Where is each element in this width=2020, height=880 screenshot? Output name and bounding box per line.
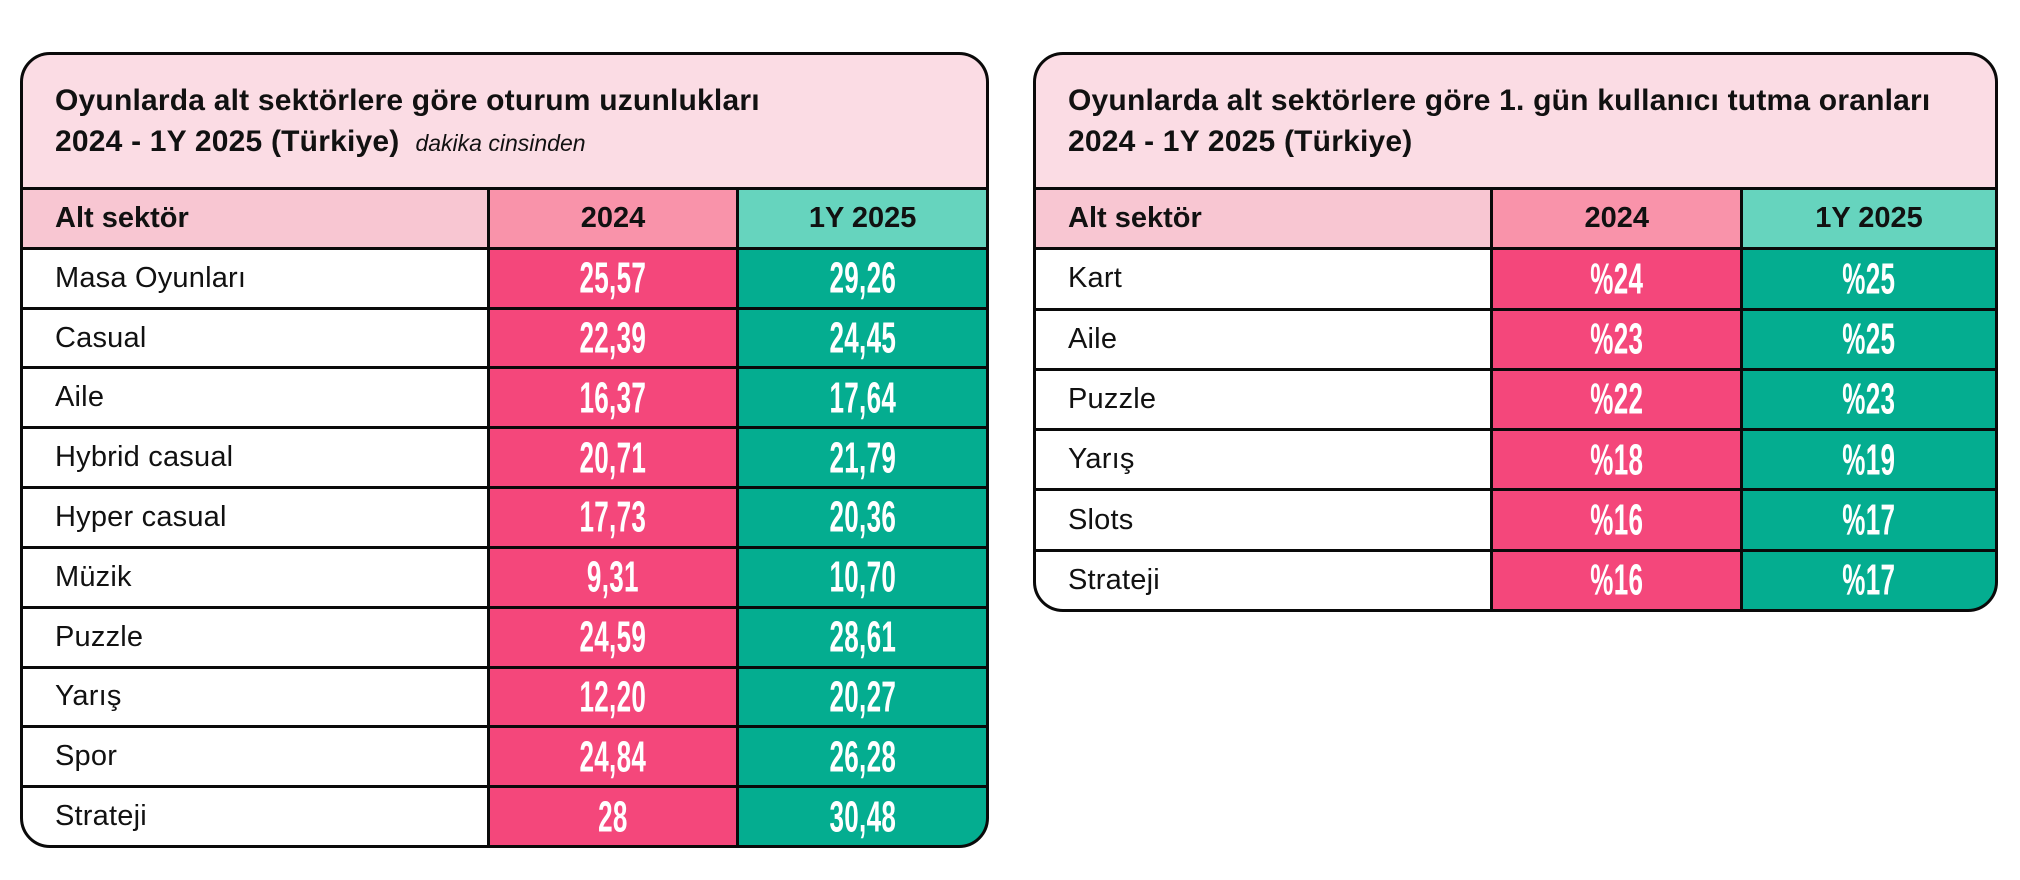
value-cell-1y2025: %25 xyxy=(1743,310,1995,368)
table-title-line1: Oyunlarda alt sektörlere göre oturum uzu… xyxy=(55,84,760,117)
row-label-cell: Spor xyxy=(23,728,487,786)
value-cell-1y2025: 20,27 xyxy=(739,668,986,726)
value-cell-1y2025: 17,64 xyxy=(739,369,986,427)
retention-table-card: Oyunlarda alt sektörlere göre 1. gün kul… xyxy=(1033,52,1998,612)
value-cell-1y2025: 29,26 xyxy=(739,249,986,307)
value-cell-1y2025: 26,28 xyxy=(739,728,986,786)
value-cell-2024: 9,31 xyxy=(489,548,737,606)
value-cell-2024: %16 xyxy=(1493,551,1741,609)
value-cell-1y2025: 30,48 xyxy=(739,788,986,845)
table-title-line1: Oyunlarda alt sektörlere göre 1. gün kul… xyxy=(1068,84,1931,117)
value-cell-2024: %22 xyxy=(1493,370,1741,429)
value-cell-2024: 25,57 xyxy=(489,249,737,307)
row-label-cell: Hybrid casual xyxy=(23,429,487,487)
column-header-1y2025: 1Y 2025 xyxy=(739,190,986,247)
value-cell-2024: 24,59 xyxy=(489,608,737,666)
row-label-cell: Hyper casual xyxy=(23,489,487,546)
value-cell-1y2025: %17 xyxy=(1743,491,1995,549)
column-header-1y2025: 1Y 2025 xyxy=(1743,190,1995,248)
value-cell-2024: 12,20 xyxy=(489,668,737,726)
value-cell-2024: %16 xyxy=(1493,491,1741,549)
table-unit-note: dakika cinsinden xyxy=(415,130,586,156)
column-header-2024: 2024 xyxy=(1493,190,1741,248)
value-cell-1y2025: %23 xyxy=(1743,370,1995,429)
table-title-line2: 2024 - 1Y 2025 (Türkiye) xyxy=(55,125,400,158)
value-cell-1y2025: 28,61 xyxy=(739,608,986,666)
value-cell-2024: %24 xyxy=(1493,250,1741,308)
row-label-cell: Aile xyxy=(1036,310,1491,368)
column-header-sector: Alt sektör xyxy=(23,190,487,247)
row-label-cell: Kart xyxy=(1036,250,1491,308)
column-header-2024: 2024 xyxy=(489,190,737,247)
value-cell-2024: %23 xyxy=(1493,310,1741,368)
value-cell-2024: 22,39 xyxy=(489,309,737,367)
row-label-cell: Yarış xyxy=(23,668,487,726)
row-label-cell: Strateji xyxy=(1036,551,1491,609)
value-cell-2024: 24,84 xyxy=(489,728,737,786)
value-cell-2024: %18 xyxy=(1493,431,1741,489)
value-cell-2024: 17,73 xyxy=(489,489,737,546)
value-cell-1y2025: 10,70 xyxy=(739,548,986,606)
row-label-cell: Puzzle xyxy=(1036,370,1491,429)
row-label-cell: Müzik xyxy=(23,548,487,606)
session-length-table-card: Oyunlarda alt sektörlere göre oturum uzu… xyxy=(20,52,989,848)
value-cell-1y2025: 21,79 xyxy=(739,429,986,487)
value-cell-1y2025: 24,45 xyxy=(739,309,986,367)
row-label-cell: Masa Oyunları xyxy=(23,249,487,307)
row-label-cell: Slots xyxy=(1036,491,1491,549)
value-cell-1y2025: %25 xyxy=(1743,250,1995,308)
row-label-cell: Strateji xyxy=(23,788,487,845)
value-cell-1y2025: %19 xyxy=(1743,431,1995,489)
row-label-cell: Puzzle xyxy=(23,608,487,666)
value-cell-2024: 16,37 xyxy=(489,369,737,427)
retention-table-title-block: Oyunlarda alt sektörlere göre 1. gün kul… xyxy=(1036,55,1995,187)
session-table-title-block: Oyunlarda alt sektörlere göre oturum uzu… xyxy=(23,55,986,187)
value-cell-1y2025: 20,36 xyxy=(739,489,986,546)
table-title-line2: 2024 - 1Y 2025 (Türkiye) xyxy=(1068,125,1413,158)
value-cell-2024: 28 xyxy=(489,788,737,845)
value-cell-2024: 20,71 xyxy=(489,429,737,487)
column-header-sector: Alt sektör xyxy=(1036,190,1491,248)
row-label-cell: Casual xyxy=(23,309,487,367)
row-label-cell: Yarış xyxy=(1036,431,1491,489)
value-cell-1y2025: %17 xyxy=(1743,551,1995,609)
row-label-cell: Aile xyxy=(23,369,487,427)
